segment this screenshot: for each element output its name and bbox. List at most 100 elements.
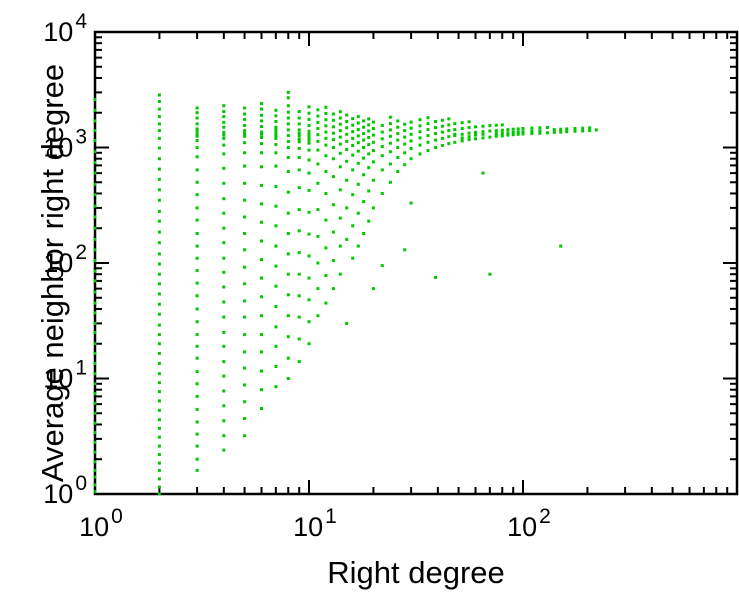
data-point <box>93 411 97 415</box>
data-point <box>552 130 556 134</box>
data-point <box>222 270 226 274</box>
data-point <box>506 133 510 137</box>
data-point <box>222 136 226 140</box>
y-tick-label: 104 <box>43 10 87 47</box>
data-point <box>351 224 355 228</box>
data-point <box>157 477 161 481</box>
data-point <box>307 254 311 258</box>
data-point <box>93 382 97 386</box>
data-point <box>243 434 247 438</box>
data-point <box>260 333 263 337</box>
data-point <box>260 119 263 123</box>
data-point <box>157 351 161 355</box>
data-point <box>286 128 290 132</box>
data-point <box>307 124 311 127</box>
data-point <box>260 165 263 169</box>
data-point <box>367 123 371 127</box>
data-point <box>362 156 366 160</box>
data-point <box>260 107 263 111</box>
data-point <box>297 208 301 212</box>
data-point <box>157 219 161 223</box>
data-point <box>511 130 515 134</box>
data-point <box>396 125 400 129</box>
data-point <box>260 136 263 139</box>
data-point <box>274 120 278 123</box>
data-point <box>316 127 320 130</box>
data-point <box>396 170 400 173</box>
data-point <box>286 190 290 194</box>
data-point <box>506 131 510 135</box>
data-point <box>434 120 437 123</box>
data-point <box>516 130 520 134</box>
data-point <box>243 400 247 404</box>
data-point <box>581 126 585 130</box>
data-point <box>307 135 311 139</box>
data-point <box>93 460 97 464</box>
data-point <box>453 122 457 126</box>
data-point <box>260 183 263 187</box>
data-point <box>418 130 422 134</box>
data-point <box>243 232 247 235</box>
data-point <box>93 351 97 355</box>
data-point <box>356 149 360 153</box>
data-point <box>157 177 161 181</box>
data-point <box>222 389 226 393</box>
data-point <box>516 132 520 136</box>
data-point <box>274 125 278 129</box>
data-point <box>588 129 592 133</box>
data-point <box>93 311 97 315</box>
data-point <box>274 344 278 348</box>
data-point <box>243 164 247 168</box>
data-point <box>195 244 199 248</box>
data-point <box>371 133 375 137</box>
data-point <box>297 147 301 150</box>
data-point <box>93 129 97 133</box>
data-point <box>460 121 464 125</box>
data-point <box>286 272 290 276</box>
data-point <box>367 129 371 133</box>
data-point <box>453 132 457 136</box>
data-point <box>511 133 515 137</box>
data-point <box>222 110 226 113</box>
data-point <box>260 314 263 318</box>
data-point <box>367 219 371 223</box>
data-point <box>274 164 278 168</box>
data-point <box>426 134 430 137</box>
data-point <box>157 342 161 346</box>
data-point <box>195 269 199 273</box>
data-point <box>426 122 430 126</box>
data-point <box>243 134 247 138</box>
data-point <box>274 128 278 132</box>
data-point <box>195 122 199 126</box>
data-point <box>243 112 247 116</box>
data-point <box>409 157 413 161</box>
data-point <box>195 420 199 424</box>
data-point <box>243 417 247 421</box>
data-point <box>243 132 247 136</box>
data-point <box>403 122 407 126</box>
data-point <box>388 122 392 126</box>
data-point <box>409 126 413 130</box>
data-point <box>297 122 301 126</box>
data-point <box>388 115 392 119</box>
data-point <box>388 128 392 132</box>
data-point <box>316 314 320 318</box>
data-point <box>157 272 161 276</box>
data-point <box>157 136 161 140</box>
data-point <box>157 485 161 489</box>
data-point <box>403 151 407 155</box>
data-point <box>426 140 430 144</box>
data-point <box>274 284 278 288</box>
data-point <box>403 163 407 167</box>
data-point <box>559 244 563 248</box>
data-point <box>362 125 366 129</box>
data-point <box>195 356 199 360</box>
data-point <box>297 156 301 159</box>
data-point <box>222 256 226 260</box>
data-point <box>222 434 226 438</box>
data-point <box>409 132 413 136</box>
data-point <box>93 119 97 123</box>
data-point <box>362 232 366 235</box>
data-point <box>222 344 226 348</box>
